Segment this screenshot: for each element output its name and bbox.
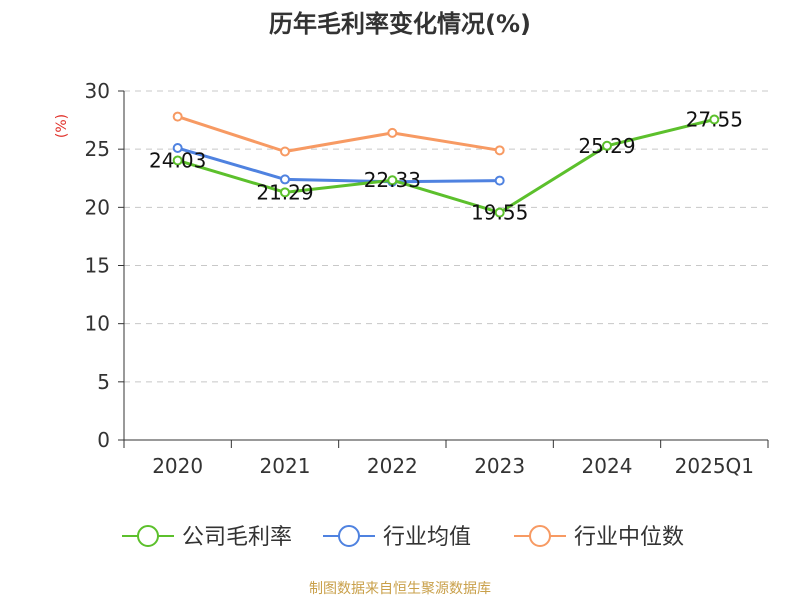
grid-layer [124,90,768,383]
legend-item: 公司毛利率 [122,525,292,550]
data-label: 24.03 [149,148,206,172]
y-tick-label: 20 [85,195,110,219]
x-tick-label: 2023 [474,454,525,478]
series-line [177,115,500,153]
series-layer [172,111,720,218]
data-point [709,114,720,125]
y-tick-label: 0 [97,428,110,452]
x-tick-label: 2020 [152,454,203,478]
y-tick-label: 10 [85,312,110,336]
y-tick-label: 15 [85,254,110,278]
axis-layer: 0 5 10 15 20 25 30 2020 2021 2022 2023 2024 2025Q1 [85,79,769,478]
x-tick-label: 2025Q1 [675,454,754,478]
legend-marker [137,525,159,547]
data-label-layer: 24.03 21.29 22.33 19.55 25.29 27.55 [149,108,743,225]
x-tick-label: 2022 [367,454,418,478]
legend-label: 行业中位数 [574,525,684,550]
legend-label: 公司毛利率 [182,525,292,550]
x-tick-label: 2021 [260,454,311,478]
data-point [387,175,398,186]
data-point [387,127,398,138]
data-point [280,146,290,157]
data-point [494,145,505,156]
data-point [172,111,183,122]
y-tick-label: 30 [85,79,110,103]
legend-marker [338,525,360,547]
data-point [602,140,612,151]
data-label: 25.29 [578,134,635,158]
data-label: 21.29 [256,180,313,204]
data-label: 22.33 [364,168,421,192]
series-line [177,118,715,215]
chart-title: 历年毛利率变化情况(%) [269,10,531,38]
data-label: 19.55 [471,201,528,225]
data-point [172,155,183,166]
data-label: 27.55 [686,108,743,132]
legend-marker [529,525,551,547]
y-tick-label: 5 [97,370,110,394]
legend-item: 行业均值 [323,525,471,550]
y-axis-label: (%) [54,114,70,138]
legend-item: 行业中位数 [514,525,684,550]
legend-label: 行业均值 [383,525,471,550]
data-point [494,175,505,186]
source-note: 制图数据来自恒生聚源数据库 [309,581,491,597]
y-tick-label: 25 [85,137,110,161]
x-tick-label: 2024 [582,454,633,478]
series-line [177,146,500,184]
data-point [494,207,505,218]
legend: 公司毛利率 行业均值 行业中位数 [122,525,684,550]
data-point [280,174,290,185]
data-point [280,187,290,198]
data-point [172,143,183,154]
